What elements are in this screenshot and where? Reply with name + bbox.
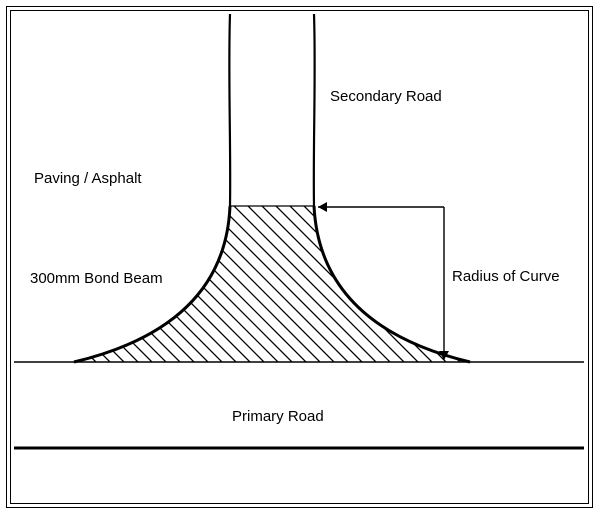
label-primary-road: Primary Road xyxy=(232,408,324,425)
bond-beam-hatch xyxy=(54,0,490,514)
secondary-road-left-edge xyxy=(229,14,230,206)
label-radius-of-curve: Radius of Curve xyxy=(452,268,560,285)
curve-right xyxy=(314,206,470,362)
label-paving-asphalt: Paving / Asphalt xyxy=(34,170,142,187)
label-bond-beam: 300mm Bond Beam xyxy=(30,270,163,287)
intersection-diagram xyxy=(0,0,599,514)
secondary-road-right-edge xyxy=(314,14,315,206)
label-secondary-road: Secondary Road xyxy=(330,88,442,105)
